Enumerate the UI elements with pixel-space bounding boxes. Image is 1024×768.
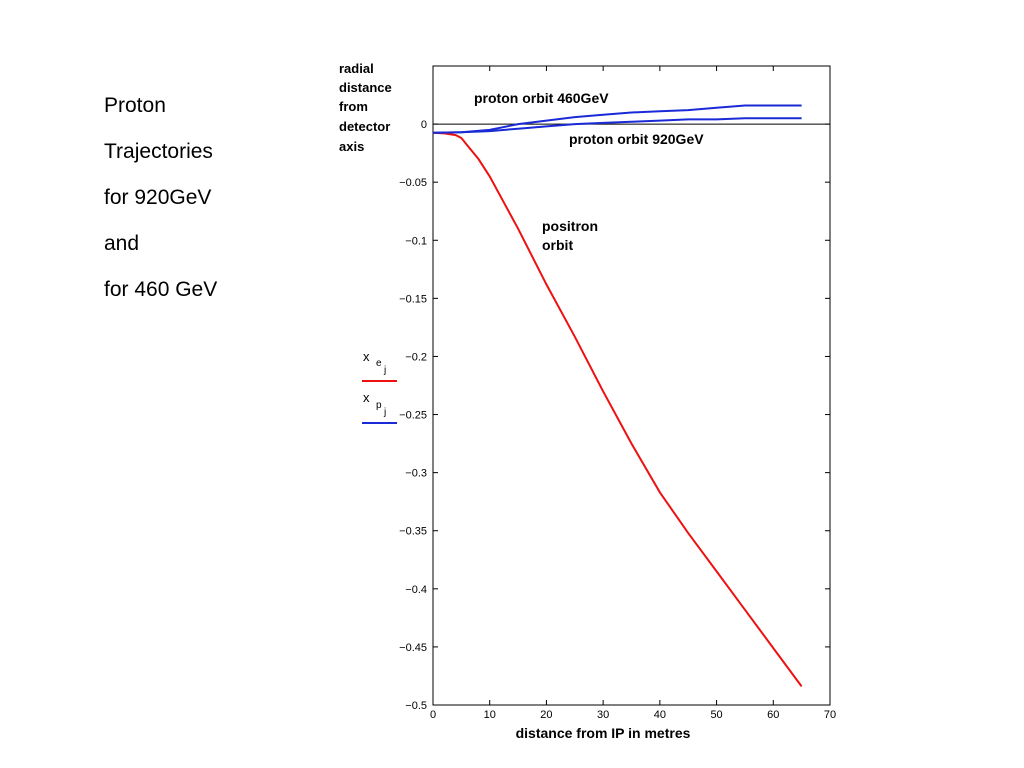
series-layer <box>432 104 803 687</box>
ylabel-line: distance <box>339 80 392 95</box>
y-tick-label: −0.05 <box>399 177 427 189</box>
x-tick-label: 50 <box>710 709 722 721</box>
y-tick-label: −0.25 <box>399 410 427 422</box>
y-tick-label: −0.35 <box>399 526 427 538</box>
annotation-positron: positron <box>542 218 598 234</box>
y-tick-label: −0.45 <box>399 642 427 654</box>
x-tick-label: 70 <box>824 709 836 721</box>
ylabel-line: detector <box>339 119 390 134</box>
x-tick-label: 60 <box>767 709 779 721</box>
axis-ticks: 0 −0.05 −0.1 −0.15 −0.2 −0.25 −0.3 −0.35 −0.4 −0.… <box>399 66 836 721</box>
series-line-2 <box>432 104 802 134</box>
series-line-1 <box>432 117 802 134</box>
xlabel: distance from IP in metres <box>516 725 691 741</box>
legend-symbol-p: x <box>363 390 370 405</box>
y-tick-label: −0.3 <box>405 468 427 480</box>
y-tick-label: −0.1 <box>405 235 427 247</box>
y-tick-label: 0 <box>421 119 427 131</box>
slide-title: Proton Trajectories for 920GeV and for 4… <box>104 90 324 320</box>
title-line: for 460 GeV <box>104 278 218 301</box>
x-tick-label: 20 <box>540 709 552 721</box>
x-tick-label: 30 <box>597 709 609 721</box>
x-tick-label: 0 <box>430 709 436 721</box>
y-tick-label: −0.2 <box>405 351 427 363</box>
title-line: Proton <box>104 94 166 117</box>
legend-subsub-e: j <box>383 365 386 376</box>
legend-sub-e: e <box>376 358 382 369</box>
x-tick-label: 40 <box>654 709 666 721</box>
legend-symbol-e: x <box>363 349 370 364</box>
series-line-0 <box>432 131 803 687</box>
annotation-proton-920: proton orbit 920GeV <box>569 131 704 147</box>
y-tick-label: −0.15 <box>399 293 427 305</box>
legend-sub-p: p <box>376 400 382 411</box>
x-tick-label: 10 <box>484 709 496 721</box>
title-line: for 920GeV <box>104 186 212 209</box>
ylabel-line: from <box>339 99 368 114</box>
title-line: and <box>104 232 140 255</box>
legend: x e j x p j <box>362 349 397 424</box>
y-tick-label: −0.4 <box>405 584 427 596</box>
annotation-proton-460: proton orbit 460GeV <box>474 90 609 106</box>
title-line: Trajectories <box>104 140 213 163</box>
legend-subsub-p: j <box>383 407 386 418</box>
ylabel-line: radial <box>339 61 374 76</box>
y-tick-label: −0.5 <box>405 700 427 712</box>
plot-frame <box>432 65 831 706</box>
annotation-orbit: orbit <box>542 237 573 253</box>
ylabel-line: axis <box>339 139 364 154</box>
